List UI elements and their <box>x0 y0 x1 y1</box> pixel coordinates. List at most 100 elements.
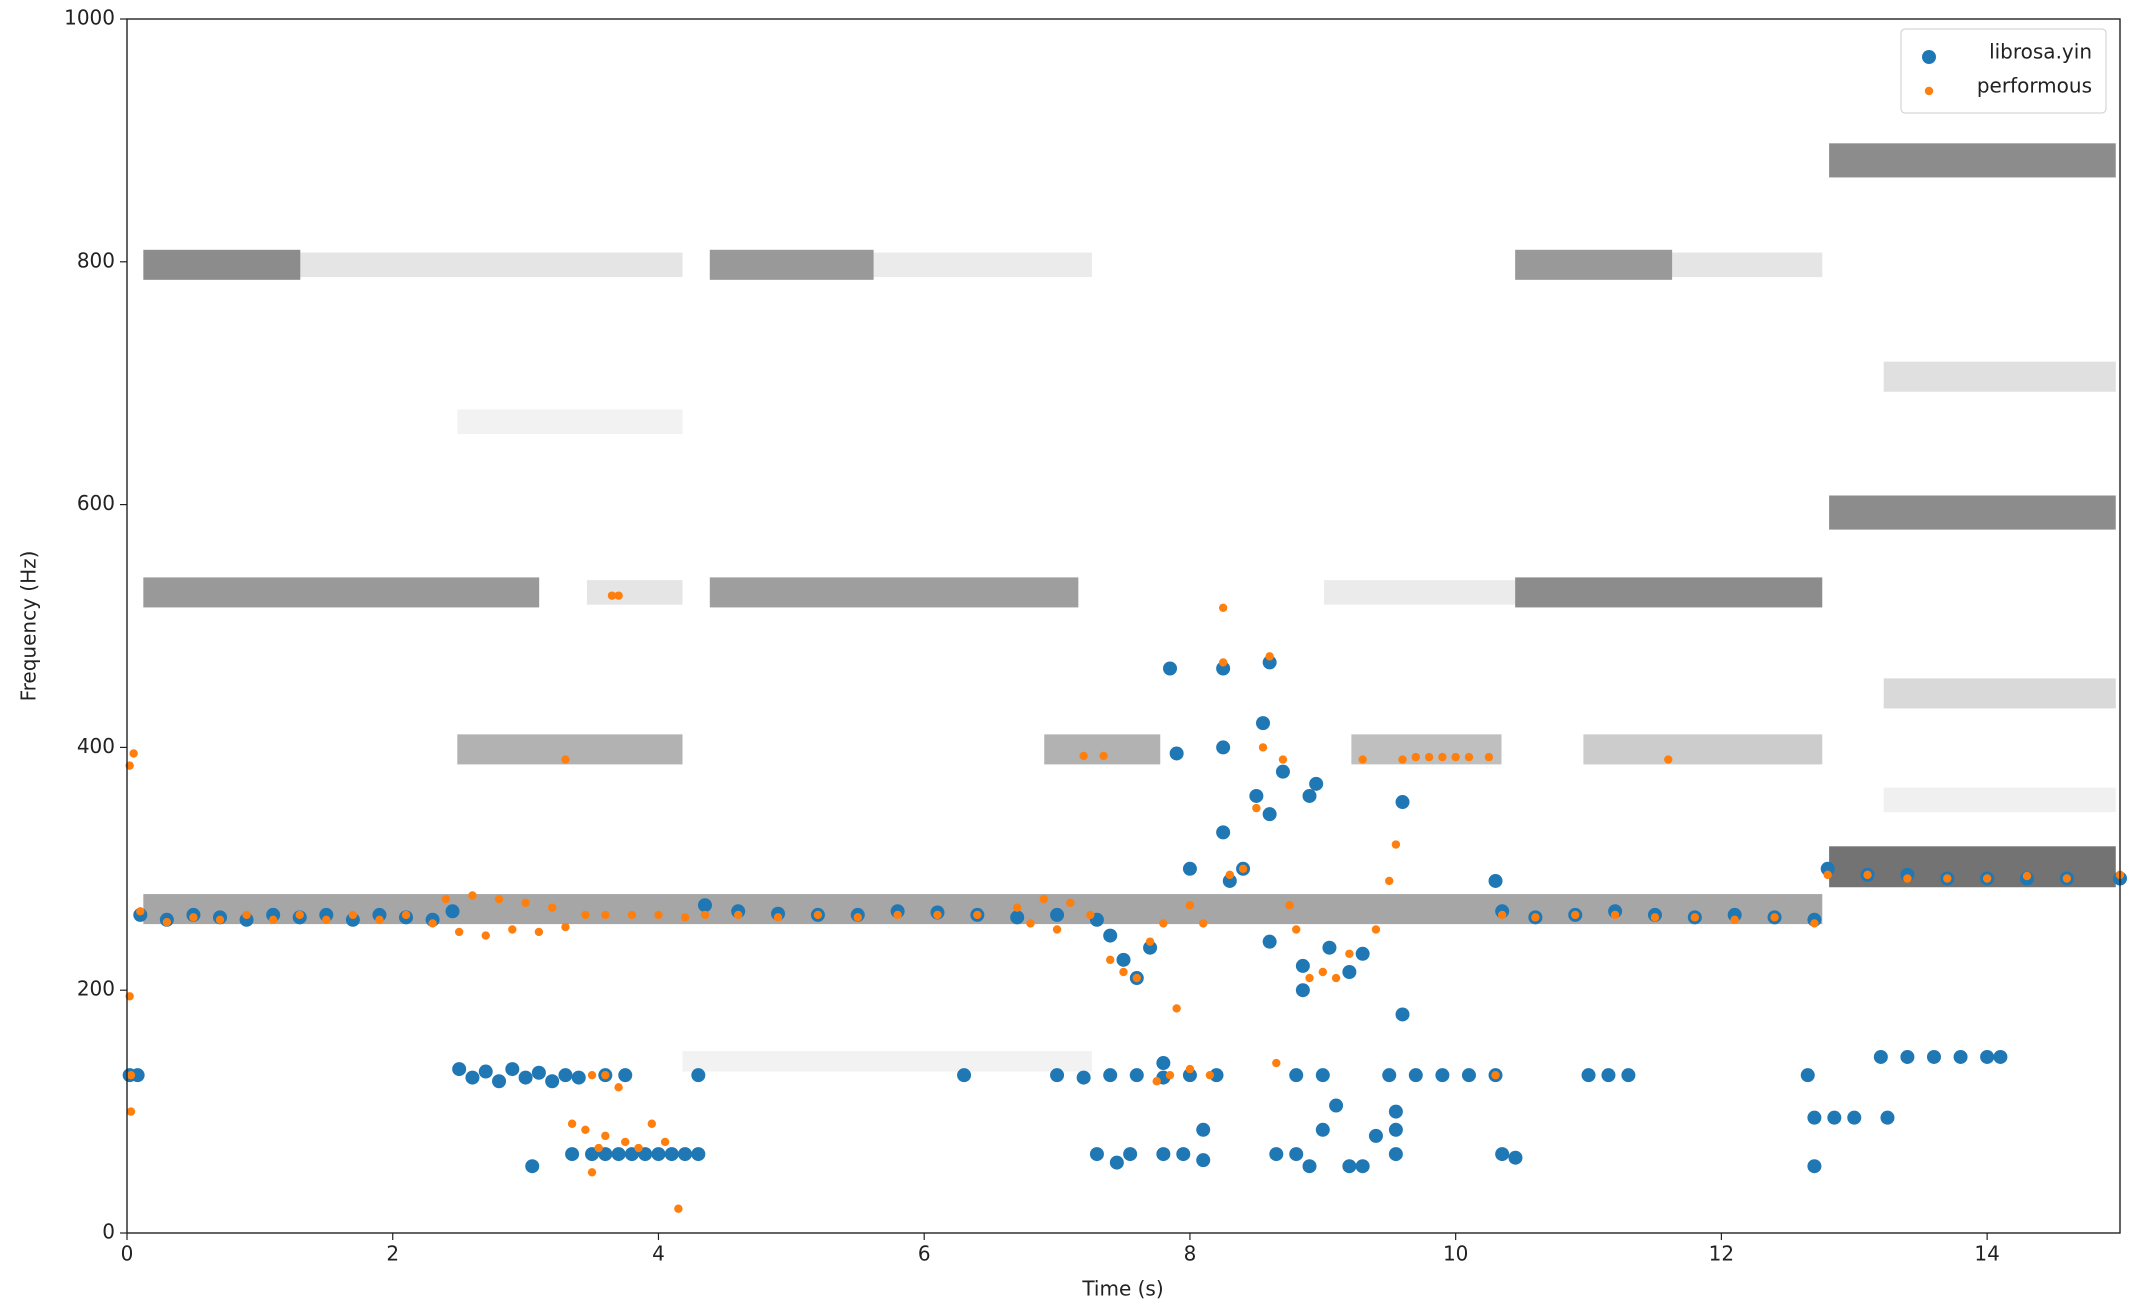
point <box>647 1119 657 1128</box>
legend-label: librosa.yin <box>1989 40 2092 64</box>
point <box>1269 1147 1284 1162</box>
point <box>594 1143 603 1153</box>
point <box>242 910 251 920</box>
x-tick-label: 14 <box>1974 1242 1999 1266</box>
point <box>1438 752 1447 762</box>
point <box>1484 752 1494 762</box>
point <box>1278 755 1288 764</box>
point <box>454 927 464 937</box>
point <box>1398 755 1407 764</box>
point <box>1196 1153 1211 1168</box>
point <box>1262 655 1277 670</box>
point <box>1159 919 1168 928</box>
point <box>1156 1147 1171 1162</box>
point <box>1103 928 1118 943</box>
point <box>1289 1147 1304 1162</box>
point <box>1302 788 1317 803</box>
point <box>1295 958 1310 973</box>
point <box>651 1147 666 1162</box>
point <box>680 913 690 922</box>
point <box>1143 940 1158 955</box>
point <box>322 915 331 924</box>
point <box>445 904 460 919</box>
point <box>1052 925 1062 934</box>
series <box>125 591 2125 1213</box>
x-tick-label: 8 <box>1184 1242 1197 1266</box>
point <box>1531 913 1540 922</box>
point <box>531 1065 546 1080</box>
point <box>2062 874 2072 883</box>
point <box>1145 937 1155 946</box>
point <box>1342 1159 1357 1174</box>
point <box>1355 1159 1370 1174</box>
point <box>1129 1068 1144 1083</box>
point <box>561 755 570 764</box>
point <box>1116 952 1131 967</box>
point <box>1601 1068 1616 1083</box>
point <box>1488 873 1503 888</box>
point <box>1216 661 1231 676</box>
point <box>1182 861 1197 876</box>
y-tick-label: 600 <box>77 491 115 515</box>
point <box>1571 910 1580 920</box>
point <box>1089 1147 1104 1162</box>
point <box>654 910 663 920</box>
point <box>1388 1147 1403 1162</box>
point <box>773 913 783 922</box>
point <box>1289 1068 1304 1083</box>
point <box>1199 919 1208 928</box>
point <box>1391 840 1401 849</box>
point <box>452 1062 467 1077</box>
x-tick-label: 12 <box>1709 1242 1734 1266</box>
point <box>375 915 384 924</box>
point <box>465 1070 480 1085</box>
point <box>1943 874 1952 883</box>
point <box>1292 925 1301 934</box>
point <box>813 910 823 920</box>
point <box>481 931 490 940</box>
legend: librosa.yin performous <box>1900 28 2107 114</box>
point <box>1318 967 1328 977</box>
point <box>1342 964 1357 979</box>
point <box>973 910 982 920</box>
point <box>1209 1068 1224 1083</box>
point <box>1050 1068 1065 1083</box>
point <box>1218 658 1228 667</box>
point <box>1435 1068 1450 1083</box>
point <box>1079 751 1088 761</box>
point <box>1066 898 1075 907</box>
point <box>1258 743 1268 752</box>
point <box>893 910 902 920</box>
point <box>1982 874 1992 883</box>
point <box>1610 910 1620 920</box>
point <box>1863 870 1872 880</box>
point <box>547 903 557 912</box>
point <box>1358 755 1367 764</box>
point <box>607 591 617 600</box>
point <box>1252 803 1261 813</box>
point <box>295 910 304 920</box>
point <box>674 1204 683 1213</box>
point <box>215 915 225 924</box>
point <box>1013 903 1022 912</box>
point <box>1847 1110 1862 1125</box>
plot-frame <box>126 18 2121 1234</box>
point <box>1262 807 1277 822</box>
point <box>1388 1122 1403 1137</box>
y-tick-label: 400 <box>77 734 115 758</box>
point <box>1464 752 1474 762</box>
y-tick-label: 1000 <box>64 6 115 30</box>
point <box>1295 983 1310 998</box>
point <box>1730 915 1739 924</box>
point <box>1225 870 1234 880</box>
point <box>189 913 198 922</box>
point <box>1099 751 1108 761</box>
point <box>494 894 504 904</box>
point <box>401 910 411 920</box>
point <box>1461 1068 1476 1083</box>
point <box>1980 1049 1995 1064</box>
point <box>1123 1147 1138 1162</box>
point <box>700 910 710 920</box>
point <box>1176 1147 1191 1162</box>
point <box>1770 913 1779 922</box>
